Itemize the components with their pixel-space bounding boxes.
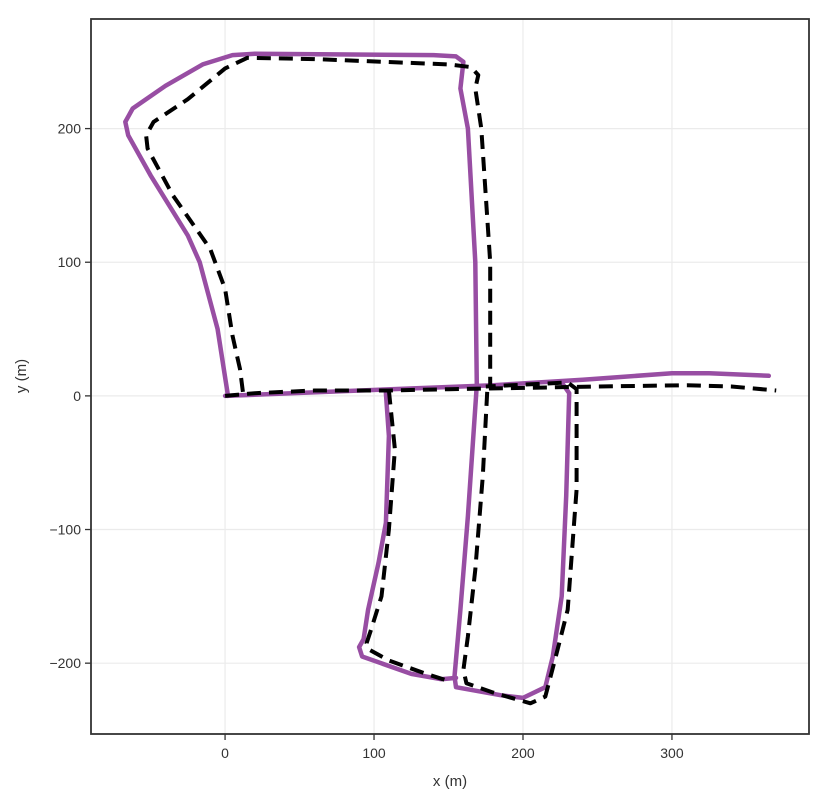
dashed-trajectory-line-segment-3 [364, 390, 453, 684]
grid-lines [91, 19, 809, 734]
x-tick-label: 100 [362, 745, 386, 761]
x-tick-label: 0 [221, 745, 229, 761]
x-axis-label: x (m) [433, 773, 467, 790]
solid-trajectory-line-segment-1 [123, 51, 572, 701]
y-tick-label: 200 [58, 121, 82, 137]
x-tick-label: 200 [511, 745, 535, 761]
dashed-trajectory-line-segment-2 [461, 380, 579, 706]
y-tick-label: −100 [49, 522, 81, 538]
y-axis-label: y (m) [13, 359, 30, 393]
y-tick-label: −200 [49, 655, 81, 671]
y-tick-label: 0 [73, 388, 81, 404]
series-lines [123, 51, 777, 706]
solid-trajectory-line-segment-0 [222, 370, 772, 399]
dashed-trajectory-line-segment-1 [144, 55, 493, 393]
axis-ticks: 0 100 200 300 −200 −100 0 100 200 [49, 121, 683, 761]
solid-trajectory-line-segment-2 [356, 390, 459, 682]
dashed-trajectory-line-segment-0 [224, 383, 777, 398]
y-tick-label: 100 [58, 254, 82, 270]
x-tick-label: 300 [660, 745, 684, 761]
plot-panel-border [90, 18, 810, 735]
